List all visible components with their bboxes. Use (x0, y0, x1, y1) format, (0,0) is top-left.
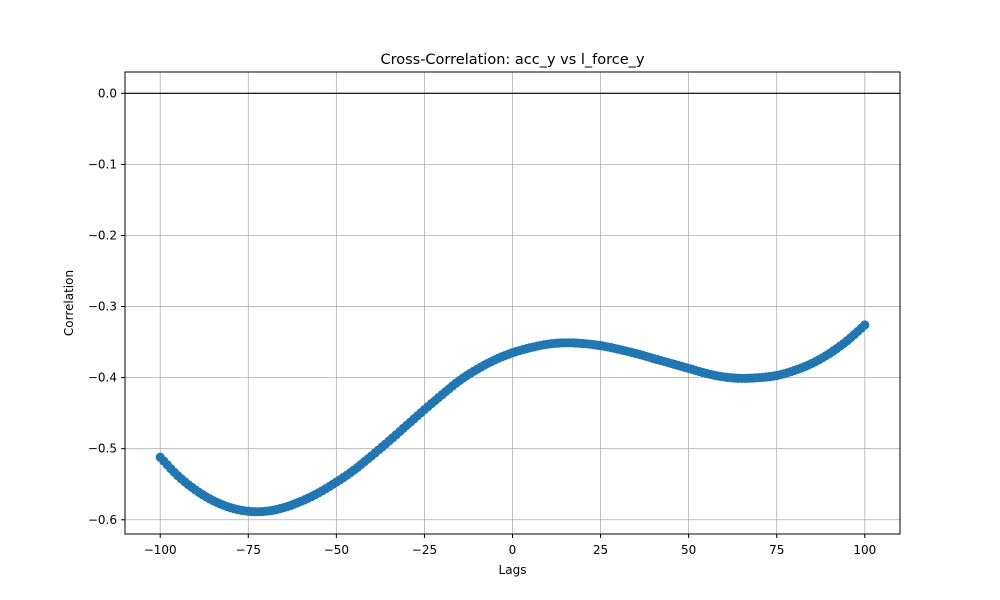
x-tick-label: −100 (144, 543, 177, 557)
y-axis-ticks: 0.0 −0.1 −0.2 −0.3 −0.4 −0.5 −0.6 (88, 86, 125, 527)
y-tick-label: −0.3 (88, 300, 117, 314)
x-tick-label: 0 (509, 543, 517, 557)
correlation-series (155, 320, 870, 517)
x-axis-ticks: −100 −75 −50 −25 0 25 50 75 100 (144, 534, 876, 557)
y-tick-label: −0.2 (88, 228, 117, 242)
x-axis-label: Lags (499, 563, 527, 577)
y-tick-label: −0.4 (88, 371, 117, 385)
y-tick-label: −0.5 (88, 442, 117, 456)
y-tick-label: −0.1 (88, 157, 117, 171)
data-point (860, 320, 870, 330)
x-tick-label: 100 (853, 543, 876, 557)
y-tick-label: 0.0 (98, 86, 117, 100)
chart-title: Cross-Correlation: acc_y vs l_force_y (380, 52, 644, 68)
x-tick-label: 75 (769, 543, 784, 557)
y-tick-label: −0.6 (88, 513, 117, 527)
x-tick-label: −75 (236, 543, 261, 557)
x-tick-label: 50 (681, 543, 696, 557)
y-axis-label: Correlation (62, 270, 76, 336)
x-tick-label: −25 (412, 543, 437, 557)
x-tick-label: 25 (593, 543, 608, 557)
x-tick-label: −50 (324, 543, 349, 557)
